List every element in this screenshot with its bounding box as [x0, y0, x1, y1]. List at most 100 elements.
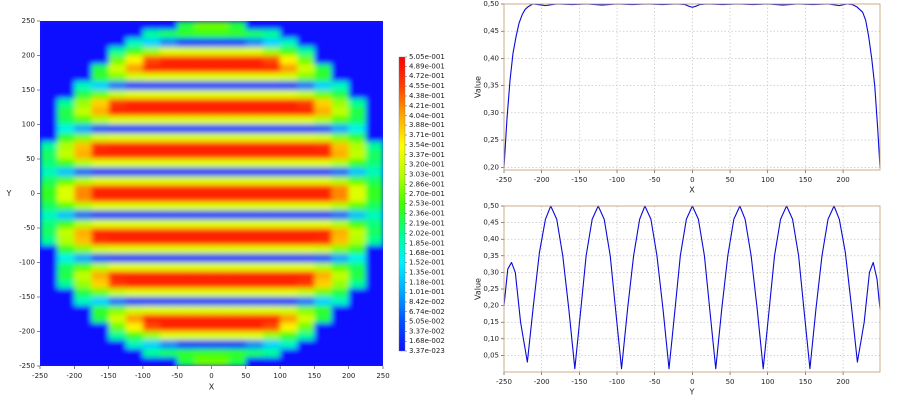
- heatmap-cell: [297, 64, 315, 74]
- heatmap-cell: [125, 340, 144, 350]
- heatmap-cell: [228, 193, 247, 203]
- heatmap-cell: [262, 357, 281, 366]
- heatmap-cell: [262, 46, 281, 56]
- x-tick-label: 0: [690, 378, 694, 386]
- heatmap-cell: [177, 90, 195, 100]
- heatmap-cell: [365, 46, 383, 56]
- heatmap-cell: [74, 236, 92, 246]
- heatmap-cell: [228, 115, 247, 125]
- heatmap-cell: [142, 133, 161, 143]
- heatmap-cell: [125, 271, 144, 281]
- heatmap-cell: [348, 202, 367, 212]
- heatmap-cell: [211, 202, 230, 212]
- heatmap-cell: [262, 245, 281, 255]
- heatmap-cell: [314, 115, 333, 125]
- heatmap-cell: [245, 271, 264, 281]
- heatmap-cell: [262, 193, 281, 203]
- heatmap-cell: [177, 262, 195, 272]
- heatmap-cell: [194, 271, 212, 281]
- heatmap-cell: [262, 167, 281, 177]
- y-tick-label: -200: [19, 328, 35, 336]
- heatmap-cell: [108, 72, 127, 82]
- heatmap-cell: [194, 193, 212, 203]
- heatmap-cell: [142, 90, 161, 100]
- heatmap-cell: [57, 288, 75, 298]
- heatmap-cell: [228, 150, 247, 160]
- heatmap-cell: [194, 219, 212, 229]
- heatmap-cell: [160, 297, 178, 307]
- heatmap-cell: [194, 115, 212, 125]
- heatmap-cell: [228, 305, 247, 315]
- colorbar-label: 3.03e-001: [409, 171, 445, 179]
- heatmap-cell: [177, 159, 195, 169]
- heatmap-cell: [177, 55, 195, 65]
- heatmap-cell: [177, 331, 195, 341]
- heatmap-cell: [245, 193, 264, 203]
- heatmap-cell: [297, 133, 315, 143]
- heatmap-cell: [108, 202, 127, 212]
- heatmap-cell: [262, 340, 281, 350]
- heatmap-cell: [125, 236, 144, 246]
- heatmap-cell: [91, 253, 110, 263]
- x-tick-label: -150: [571, 176, 587, 184]
- heatmap-cell: [245, 305, 264, 315]
- heatmap-cell: [125, 202, 144, 212]
- heatmap-cell: [142, 184, 161, 194]
- heatmap-cell: [365, 228, 383, 238]
- heatmap-cell: [262, 150, 281, 160]
- heatmap-cell: [57, 46, 75, 56]
- x-tick-label: 100: [761, 378, 774, 386]
- heatmap-cell: [91, 21, 110, 31]
- heatmap-cell: [211, 72, 230, 82]
- heatmap-cell: [365, 38, 383, 48]
- heatmap-cell: [74, 357, 92, 366]
- heatmap-cell: [108, 228, 127, 238]
- x-tick-label: 200: [342, 372, 355, 380]
- heatmap-cell: [228, 253, 247, 263]
- heatmap-cell: [57, 202, 75, 212]
- heatmap-cell: [211, 228, 230, 238]
- heatmap-cell: [160, 98, 178, 108]
- heatmap-cell: [108, 176, 127, 186]
- heatmap-cell: [57, 55, 75, 65]
- heatmap-cell: [91, 176, 110, 186]
- heatmap-cell: [365, 55, 383, 65]
- heatmap-cell: [160, 159, 178, 169]
- heatmap-cell: [297, 202, 315, 212]
- heatmap-cell: [177, 210, 195, 220]
- heatmap-cell: [314, 219, 333, 229]
- heatmap-cell: [280, 107, 298, 117]
- heatmap-cell: [262, 331, 281, 341]
- heatmap-cell: [228, 236, 247, 246]
- heatmap-cell: [348, 38, 367, 48]
- heatmap-cell: [262, 141, 281, 151]
- heatmap-cell: [228, 331, 247, 341]
- x-tick-label: -100: [609, 176, 625, 184]
- heatmap-cell: [125, 124, 144, 134]
- heatmap-cell: [108, 357, 127, 366]
- heatmap-cell: [194, 305, 212, 315]
- heatmap-cell: [314, 72, 333, 82]
- heatmap-cell: [331, 124, 350, 134]
- heatmap-cell: [365, 340, 383, 350]
- heatmap-cell: [348, 357, 367, 366]
- heatmap-cell: [245, 184, 264, 194]
- heatmap-cell: [91, 29, 110, 39]
- heatmap-cell: [262, 228, 281, 238]
- heatmap-cell: [74, 107, 92, 117]
- colorbar-label: 5.05e-002: [409, 318, 445, 326]
- x-tick-label: -200: [534, 176, 550, 184]
- heatmap-cell: [177, 322, 195, 332]
- heatmap-cell: [91, 159, 110, 169]
- heatmap-cell: [40, 245, 58, 255]
- heatmap-cell: [40, 236, 58, 246]
- heatmap-cell: [365, 210, 383, 220]
- heatmap-cell: [314, 297, 333, 307]
- heatmap-cell: [108, 219, 127, 229]
- heatmap-cell: [125, 297, 144, 307]
- heatmap-cell: [125, 46, 144, 56]
- heatmap-cell: [365, 133, 383, 143]
- heatmap-cell: [108, 322, 127, 332]
- heatmap-cell: [211, 297, 230, 307]
- heatmap-cell: [365, 331, 383, 341]
